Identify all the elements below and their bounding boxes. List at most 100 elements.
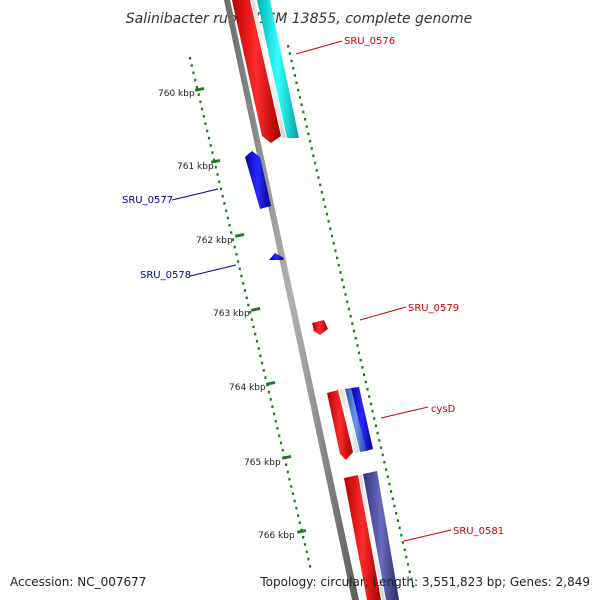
minor-tick [366,388,369,391]
minor-tick [379,446,383,449]
minor-tick [214,165,217,169]
minor-tick [221,194,224,198]
minor-tick [233,245,236,249]
minor-tick [330,234,334,238]
gene-arrow[interactable] [245,151,271,209]
gene-label-sru-0579[interactable]: SRU_0579 [408,303,459,314]
minor-tick [192,71,195,75]
minor-tick [374,424,377,428]
gene-arrow[interactable] [344,475,381,600]
minor-tick [408,570,411,573]
minor-tick [288,477,291,481]
gene-arrow[interactable] [327,390,353,460]
cds-bar[interactable] [345,388,366,452]
minor-tick [354,336,357,340]
major-tick [296,528,307,534]
topology-text: Topology: circular; Length: 3,551,823 bp… [259,575,590,589]
label-leader [403,529,452,542]
minor-tick [297,514,300,517]
minor-tick [307,557,310,561]
kbp-label-763: 763 kbp [213,309,250,319]
minor-tick [412,585,415,588]
cds-spacer [340,389,359,453]
minor-tick [403,548,406,552]
gene-sru-0581[interactable]: SRU_0581 [344,471,504,600]
minor-tick [305,125,308,128]
minor-tick [381,453,384,457]
minor-tick [339,271,342,274]
minor-tick [290,485,293,488]
gene-sru-0579[interactable]: SRU_0579 [312,303,459,335]
gene-label-sru-0578[interactable]: SRU_0578 [140,270,191,281]
minor-tick [393,504,396,508]
minor-tick [303,118,307,121]
gene-sru-0576[interactable]: SRU_0576 [232,0,395,143]
minor-tick [199,100,202,104]
cds-bar[interactable] [363,471,399,600]
minor-tick [410,577,413,581]
minor-tick [359,358,362,362]
minor-tick [373,417,376,420]
gene-cysd[interactable]: cysD [327,387,456,460]
minor-tick [276,427,279,430]
minor-tick [295,81,298,85]
minor-tick [324,205,327,209]
cds-bar[interactable] [351,387,373,451]
gene-label-sru-0576[interactable]: SRU_0576 [344,36,395,47]
minor-tick [245,296,248,300]
gene-sru-0578[interactable]: SRU_0578 [140,253,284,281]
tick-ruler-right [287,45,415,588]
minor-tick [396,519,399,522]
minor-tick [327,220,330,223]
minor-tick [369,402,372,406]
minor-tick [231,238,235,241]
minor-tick [273,412,276,416]
minor-tick [391,497,394,500]
minor-tick [267,390,271,394]
minor-tick [302,110,305,114]
major-tick [234,232,245,238]
minor-tick [405,555,408,559]
kbp-label-760: 760 kbp [158,89,195,99]
minor-tick [213,158,216,162]
kbp-label-761: 761 kbp [177,162,214,172]
minor-tick [285,463,288,466]
kbp-label-766: 766 kbp [258,531,295,541]
minor-tick [314,161,317,165]
minor-tick [226,216,229,220]
gene-label-cysd[interactable]: cysD [431,404,456,415]
minor-tick [295,506,298,510]
label-leader [171,188,219,201]
minor-tick [346,300,349,303]
gene-label-sru-0577[interactable]: SRU_0577 [122,195,173,206]
gene-sru-0577[interactable]: SRU_0577 [122,151,271,209]
minor-tick [207,136,211,140]
major-tick [281,454,292,460]
minor-tick [400,533,403,537]
minor-tick [261,361,264,365]
major-tick [210,158,221,164]
minor-tick [252,325,255,329]
minor-tick [211,151,214,154]
minor-tick [310,147,313,150]
minor-tick [259,354,262,358]
major-tick [194,86,205,92]
gene-arrow[interactable] [269,253,284,260]
kbp-label-764: 764 kbp [229,383,266,393]
minor-tick [228,223,231,227]
minor-tick [388,482,391,486]
label-leader [295,40,343,55]
gene-label-sru-0581[interactable]: SRU_0581 [453,526,504,537]
minor-tick [202,115,205,118]
gene-arrow[interactable] [232,0,281,143]
minor-tick [216,173,219,176]
cds-bar[interactable] [257,0,299,138]
cds-spacer [251,0,286,138]
minor-tick [361,366,364,369]
minor-tick [309,139,312,143]
minor-tick [390,490,393,493]
minor-tick [271,405,274,408]
gene-arrow[interactable] [312,320,328,335]
minor-tick [262,369,265,372]
minor-tick [255,340,259,343]
